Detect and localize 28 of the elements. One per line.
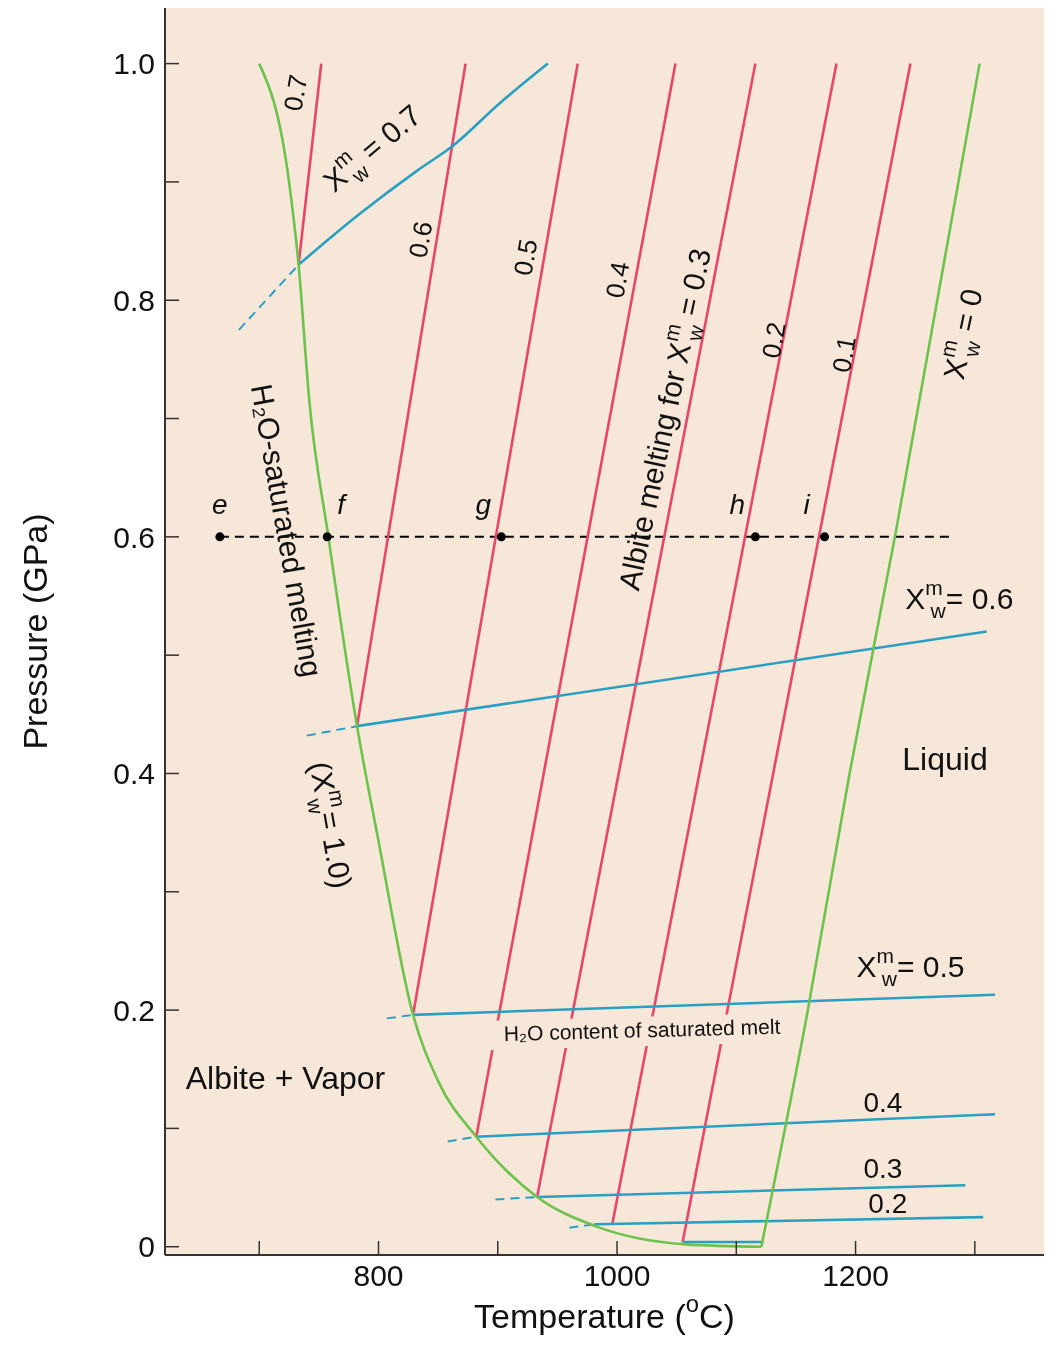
- annotation: e: [212, 489, 228, 521]
- annotation: X$^{m}$$_{w}$= 0.6: [905, 575, 1014, 622]
- annotation: 0.2: [755, 319, 792, 361]
- y-axis-title: Pressure (GPa): [15, 513, 54, 750]
- annotation: 0.4: [863, 1087, 903, 1119]
- y-tick-label: 0.8: [113, 283, 155, 317]
- annotation: i: [803, 489, 811, 521]
- annotation: X$^{m}$$_{w}$= 0.5: [856, 943, 965, 990]
- x-tick-label: 1200: [822, 1259, 889, 1293]
- annotation: g: [475, 489, 492, 521]
- y-tick-label: 1.0: [113, 47, 155, 81]
- annotation: 0.7: [277, 72, 314, 114]
- annotation: f: [337, 489, 349, 521]
- annotation: h: [729, 489, 746, 521]
- annotation: 0.6: [402, 219, 439, 260]
- y-tick-label: 0.6: [113, 520, 155, 554]
- y-tick-label: 0: [138, 1230, 155, 1264]
- annotation: H₂O content of saturated melt: [503, 1014, 781, 1045]
- annotation: 0.2: [868, 1188, 908, 1220]
- annotation: 0.4: [599, 259, 636, 301]
- y-tick-label: 0.2: [113, 993, 155, 1027]
- annotation: Liquid: [902, 741, 988, 778]
- annotation: 0.1: [826, 333, 862, 375]
- annotation: 0.3: [863, 1153, 903, 1185]
- annotation: Albite + Vapor: [185, 1060, 386, 1097]
- annotation: 0.5: [507, 236, 544, 278]
- x-tick-label: 800: [353, 1259, 404, 1293]
- y-tick-label: 0.4: [113, 757, 155, 791]
